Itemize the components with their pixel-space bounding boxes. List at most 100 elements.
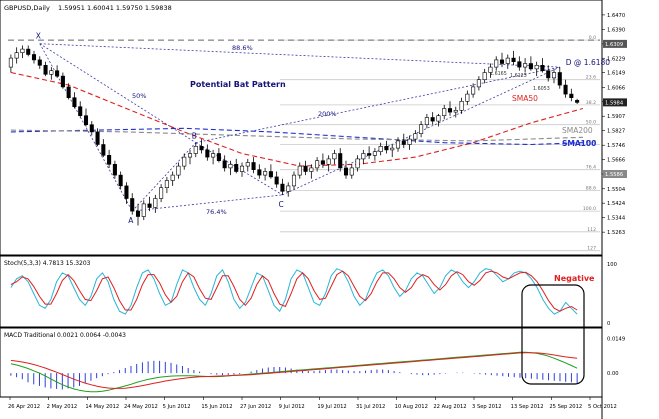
price-tick-label: 1.5344 <box>607 216 626 222</box>
pattern-ratio-label: 88.6% <box>232 44 253 52</box>
candle <box>83 115 89 125</box>
candle <box>20 48 25 53</box>
price-marker <box>603 170 627 179</box>
candle <box>199 146 204 151</box>
price-marker <box>603 98 627 107</box>
fib-level-label: 76.4 <box>586 165 596 171</box>
candle <box>401 140 406 145</box>
candle <box>176 165 181 176</box>
candle <box>546 70 551 79</box>
pattern-leg <box>195 142 283 196</box>
candle <box>575 100 580 103</box>
ma-line-sma100 <box>10 127 583 146</box>
price-tick-label: 1.5263 <box>607 230 625 236</box>
candle <box>442 108 447 116</box>
stoch-annotation: Negative <box>554 274 595 283</box>
level-mini-label: 1.6125 <box>510 73 527 79</box>
candle <box>471 86 476 95</box>
pattern-point-label: A <box>128 216 134 225</box>
candle <box>338 153 343 169</box>
pattern-point-label: B <box>192 132 197 141</box>
date-tick-label: 26 Apr 2012 <box>8 404 40 410</box>
candle <box>459 101 464 111</box>
price-tick-label: 1.6390 <box>607 27 625 33</box>
candle <box>367 153 372 156</box>
candle <box>372 151 377 156</box>
level-mini-label: 1.6165 <box>490 71 507 77</box>
candle <box>465 93 470 102</box>
candle <box>407 138 412 145</box>
candle <box>326 158 331 165</box>
date-tick-label: 5 Oct 2012 <box>588 404 617 410</box>
candle <box>124 185 129 199</box>
price-marker <box>603 39 627 48</box>
fib-level-label: 127 <box>587 246 596 252</box>
date-tick-label: 24 May 2012 <box>124 404 158 410</box>
candle <box>14 52 19 59</box>
candle <box>60 75 65 88</box>
candle <box>505 57 510 64</box>
macd-signal-line <box>10 352 578 389</box>
pattern-leg <box>132 194 283 212</box>
candle <box>517 61 522 68</box>
candle <box>511 57 516 62</box>
fib-level-label: 23.6 <box>586 75 596 81</box>
candle <box>78 106 83 116</box>
candle <box>31 54 37 61</box>
fib-level-label: 100.0 <box>583 206 596 212</box>
pattern-point-label: C <box>278 200 283 209</box>
date-tick-label: 9 Jul 2012 <box>279 404 305 410</box>
candle <box>378 146 383 153</box>
candle <box>286 185 291 192</box>
macd-title: MACD Traditional 0.0021 0.0064 -0.0043 <box>4 332 126 339</box>
price-tick-label: 1.6149 <box>607 71 625 77</box>
divergence-highlight-box <box>521 284 585 385</box>
candle <box>187 153 193 158</box>
candle <box>72 97 77 107</box>
candle <box>89 124 94 133</box>
candle <box>361 153 366 160</box>
candle <box>66 86 71 99</box>
fib-level-label: 61.8 <box>586 140 596 146</box>
pattern-leg <box>131 142 197 212</box>
candle <box>424 117 429 125</box>
candle <box>447 108 453 113</box>
pattern-leg <box>39 43 196 144</box>
ma-label-sma200: SMA200 <box>562 126 593 135</box>
price-marker-label: 1.5586 <box>605 172 623 178</box>
date-tick-label: 15 Jun 2012 <box>201 404 232 410</box>
candle <box>419 124 424 134</box>
macd-tick-label: 0.00 <box>607 371 619 377</box>
candle <box>355 158 360 169</box>
candle <box>303 165 308 172</box>
pattern-point-label: X <box>36 32 41 41</box>
candle <box>164 180 169 188</box>
candle <box>112 164 117 176</box>
candle <box>309 167 314 172</box>
pattern-ratio-label: 76.4% <box>206 208 227 216</box>
fib-level-label: 112 <box>587 227 596 233</box>
candle <box>395 140 401 149</box>
candle <box>540 65 545 72</box>
candle <box>55 70 60 77</box>
date-tick-label: 2 May 2012 <box>47 404 78 410</box>
date-tick-label: 19 Jul 2012 <box>317 404 346 410</box>
candle <box>193 146 198 154</box>
price-tick-label: 1.5666 <box>607 158 625 164</box>
candle <box>216 153 221 161</box>
candle <box>153 198 158 208</box>
candle <box>551 72 557 79</box>
fib-level-label: 38.2 <box>586 100 596 106</box>
candle <box>436 115 441 122</box>
candle <box>263 171 268 176</box>
candle <box>291 174 297 187</box>
candle <box>8 57 13 68</box>
candle <box>563 84 568 95</box>
candle <box>107 155 112 165</box>
price-tick-label: 1.6470 <box>607 13 625 19</box>
stoch-tick-label: 0 <box>607 321 610 327</box>
chart-title: GBPUSD,Daily <box>4 4 50 12</box>
price-marker-label: 1.5984 <box>605 101 624 107</box>
